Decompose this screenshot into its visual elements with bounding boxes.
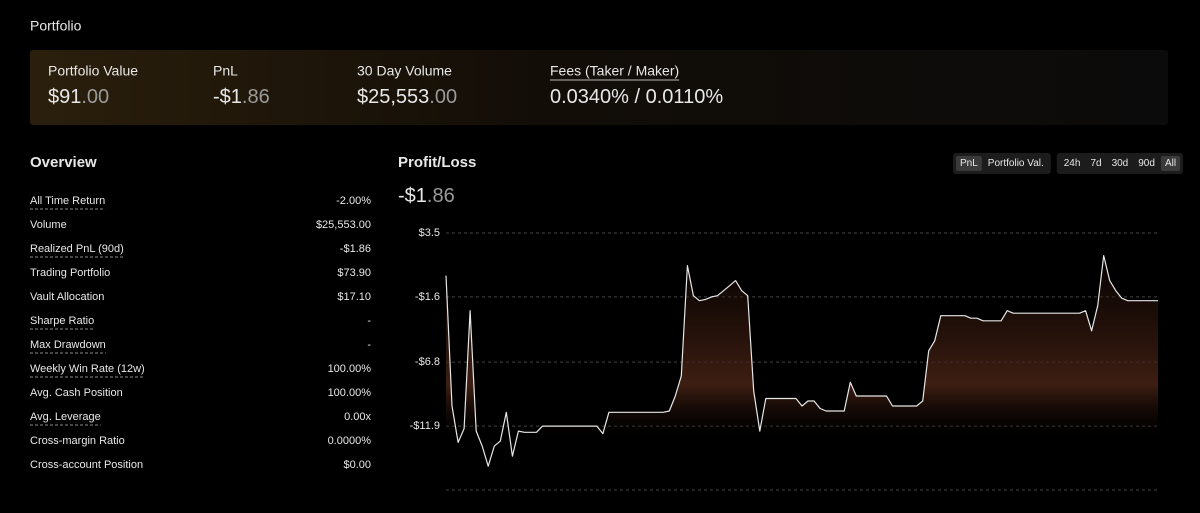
summary-label: PnL bbox=[213, 63, 238, 79]
row-label: Avg. Leverage bbox=[30, 411, 101, 423]
chart-title: Profit/Loss bbox=[398, 154, 476, 171]
headline-decimals: .86 bbox=[427, 185, 455, 207]
y-tick-label: -$6.8 bbox=[415, 356, 440, 368]
row-label: Max Drawdown bbox=[30, 339, 106, 351]
row-value: - bbox=[367, 339, 371, 351]
summary-value: 0.0340% / 0.0110% bbox=[550, 86, 723, 108]
row-value: $73.90 bbox=[337, 267, 371, 279]
row-label: Realized PnL (90d) bbox=[30, 243, 124, 255]
summary-label: Portfolio Value bbox=[48, 63, 138, 79]
summary-value: -$1.86 bbox=[213, 86, 270, 108]
row-label: Sharpe Ratio bbox=[30, 315, 94, 327]
row-value: 0.00x bbox=[344, 411, 371, 423]
toggle-highlight bbox=[956, 156, 982, 171]
toggle-button[interactable]: 90d bbox=[1138, 158, 1155, 169]
row-label: Weekly Win Rate (12w) bbox=[30, 363, 145, 375]
row-value: $0.00 bbox=[343, 459, 371, 471]
headline-main: -$1 bbox=[398, 185, 427, 207]
chart-controls: PnL Portfolio Val. 24h 7d 30d 90d All bbox=[953, 153, 1184, 174]
chart-headline: -$1.86 bbox=[398, 185, 455, 207]
y-tick-label: $3.5 bbox=[419, 227, 440, 239]
summary-label: Fees (Taker / Maker) bbox=[550, 63, 679, 79]
toggle-button[interactable]: All bbox=[1165, 158, 1176, 169]
row-value: 100.00% bbox=[328, 387, 372, 399]
row-label: Cross-margin Ratio bbox=[30, 435, 125, 447]
row-value: 100.00% bbox=[328, 363, 372, 375]
page-title: Portfolio bbox=[30, 18, 82, 34]
y-tick-label: -$11.9 bbox=[410, 420, 440, 432]
row-value: 0.0000% bbox=[328, 435, 372, 447]
row-value: $17.10 bbox=[337, 291, 371, 303]
summary-value: $91.00 bbox=[48, 86, 109, 108]
chart: $3.5 -$1.6 -$6.8 -$11.9 bbox=[410, 227, 1158, 491]
toggle-button[interactable]: PnL bbox=[960, 158, 978, 169]
row-value: - bbox=[367, 315, 371, 327]
toggle-highlight bbox=[1160, 156, 1181, 171]
value-decimals: .86 bbox=[242, 86, 270, 108]
row-value: $25,553.00 bbox=[316, 219, 371, 231]
overview-list: All Time Return -2.00% Volume $25,553.00 Rea… bbox=[30, 195, 371, 471]
value-main: -$1 bbox=[213, 86, 242, 108]
toggle-button[interactable]: 24h bbox=[1064, 158, 1081, 169]
toggle-button[interactable]: Portfolio Val. bbox=[988, 158, 1044, 169]
value-main: $91 bbox=[48, 86, 81, 108]
row-value: -$1.86 bbox=[340, 243, 371, 255]
row-value: -2.00% bbox=[336, 195, 371, 207]
row-label: Avg. Cash Position bbox=[30, 387, 123, 399]
summary-label: 30 Day Volume bbox=[357, 63, 452, 79]
summary-value: $25,553.00 bbox=[357, 86, 457, 108]
pnl-line bbox=[445, 255, 1158, 467]
value-main: 0.0340% / 0.0110% bbox=[550, 86, 723, 108]
toggle-button[interactable]: 7d bbox=[1090, 158, 1101, 169]
row-label: Volume bbox=[30, 219, 67, 231]
row-label: Vault Allocation bbox=[30, 291, 104, 303]
y-tick-label: -$1.6 bbox=[415, 291, 440, 303]
toggle-group bbox=[1056, 153, 1184, 174]
value-main: $25,553 bbox=[357, 86, 429, 108]
value-decimals: .00 bbox=[81, 86, 109, 108]
row-label: All Time Return bbox=[30, 195, 105, 207]
toggle-button[interactable]: 30d bbox=[1112, 158, 1129, 169]
row-label: Trading Portfolio bbox=[30, 267, 110, 279]
area-fill bbox=[446, 255, 1158, 490]
row-label: Cross-account Position bbox=[30, 459, 143, 471]
summary-panel bbox=[30, 50, 1168, 125]
value-decimals: .00 bbox=[429, 86, 457, 108]
overview-title: Overview bbox=[30, 154, 97, 171]
